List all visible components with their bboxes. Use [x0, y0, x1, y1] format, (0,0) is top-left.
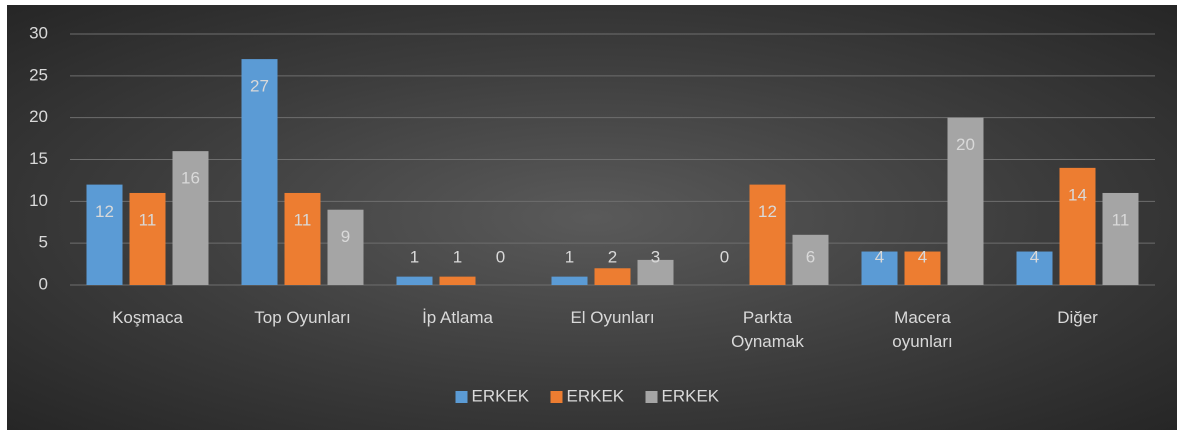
x-tick-label: El Oyunları — [570, 308, 655, 327]
bar — [327, 209, 364, 285]
data-label: 12 — [758, 202, 777, 221]
bar — [86, 184, 123, 285]
data-label: 1 — [453, 247, 462, 266]
bar — [637, 259, 674, 285]
x-tick-label: Parkta Oynamak — [731, 308, 804, 351]
x-tick-label: İp Atlama — [422, 308, 493, 327]
legend-label: ERKEK — [662, 386, 720, 405]
x-tick-label: Diğer — [1057, 308, 1098, 327]
bar — [792, 234, 829, 285]
data-label: 16 — [181, 169, 200, 188]
data-label: 2 — [608, 247, 617, 266]
bar — [551, 276, 588, 285]
data-label: 27 — [250, 77, 269, 96]
legend-swatch — [550, 391, 563, 403]
bar — [1102, 192, 1139, 285]
y-tick-label: 5 — [39, 233, 48, 252]
data-label: 6 — [806, 247, 815, 266]
data-label: 11 — [139, 210, 157, 229]
data-label: 0 — [496, 247, 505, 266]
y-tick-label: 30 — [29, 23, 48, 42]
y-tick-label: 25 — [29, 65, 48, 84]
x-tick-label: Top Oyunları — [254, 308, 351, 327]
data-label: 12 — [95, 202, 114, 221]
bar — [749, 184, 786, 285]
data-label: 1 — [410, 247, 419, 266]
bar — [172, 151, 209, 285]
legend-label: ERKEK — [472, 386, 530, 405]
y-tick-label: 15 — [29, 149, 48, 168]
bar — [904, 251, 941, 285]
bar — [284, 192, 321, 285]
y-tick-label: 10 — [29, 191, 48, 210]
legend-label: ERKEK — [567, 386, 625, 405]
bar — [439, 276, 476, 285]
data-label: 20 — [956, 135, 975, 154]
data-label: 4 — [918, 247, 927, 266]
legend-swatch — [645, 391, 658, 403]
data-label: 11 — [294, 210, 312, 229]
bar — [129, 192, 166, 285]
data-label: 4 — [1030, 247, 1039, 266]
data-label: 1 — [565, 247, 574, 266]
y-tick-label: 20 — [29, 107, 48, 126]
legend-swatch — [455, 391, 468, 403]
bar — [1016, 251, 1053, 285]
data-label: 3 — [651, 247, 660, 266]
x-tick-label: Koşmaca — [112, 308, 183, 327]
bar — [594, 268, 631, 285]
bar — [947, 117, 984, 286]
data-label: 4 — [875, 247, 884, 266]
data-label: 9 — [341, 227, 350, 246]
data-label: 11 — [1112, 210, 1130, 229]
bar — [861, 251, 898, 285]
bar — [241, 59, 278, 285]
bar — [1059, 167, 1096, 285]
x-tick-label: Macera oyunları — [892, 308, 953, 351]
data-label: 0 — [720, 247, 729, 266]
y-tick-label: 0 — [39, 274, 48, 293]
bar — [396, 276, 433, 285]
data-label: 14 — [1068, 185, 1087, 204]
